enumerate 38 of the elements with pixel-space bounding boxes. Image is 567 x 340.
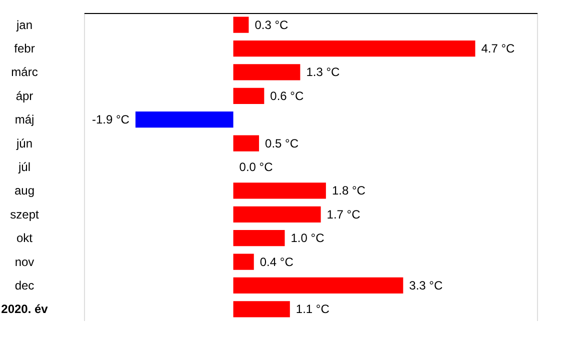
data-label: 0.3 °C: [254, 18, 289, 32]
bar: [233, 206, 321, 222]
y-tick-label: jún: [15, 136, 33, 150]
y-tick-label: aug: [14, 184, 35, 198]
data-label: 1.3 °C: [306, 65, 340, 80]
bar: [233, 254, 254, 270]
y-tick-label: dec: [14, 278, 34, 292]
bar: [233, 182, 326, 199]
bar: [233, 16, 249, 33]
y-tick-label: 2020. év: [1, 302, 48, 316]
bar: [233, 301, 290, 318]
data-label: 4.7 °C: [481, 42, 516, 56]
bar: [233, 230, 285, 246]
data-label: 0.0 °C: [239, 160, 274, 174]
data-label: 0.6 °C: [270, 88, 304, 103]
y-tick-label: júl: [17, 160, 31, 174]
bar: [233, 88, 264, 104]
data-label: 1.0 °C: [290, 231, 325, 246]
data-label: 1.8 °C: [332, 184, 366, 198]
y-tick-label: okt: [16, 231, 34, 246]
data-label: 1.7 °C: [326, 207, 361, 222]
bar: [135, 112, 234, 128]
y-tick-label: márc: [11, 65, 38, 80]
data-label: -1.9 °C: [92, 112, 130, 127]
data-label: 0.5 °C: [265, 136, 299, 150]
y-tick-label: nov: [14, 254, 34, 269]
bar: [233, 64, 300, 80]
bar: [233, 135, 260, 152]
bar: [233, 40, 476, 57]
y-tick-label: szept: [10, 207, 40, 222]
y-tick-label: jan: [15, 18, 33, 32]
y-tick-label: máj: [14, 112, 34, 127]
data-label: 0.4 °C: [260, 254, 294, 269]
bar: [233, 277, 404, 294]
y-tick-label: febr: [14, 42, 35, 56]
data-label: 3.3 °C: [409, 278, 443, 292]
y-tick-label: ápr: [16, 88, 34, 103]
data-label: 1.1 °C: [296, 302, 330, 316]
